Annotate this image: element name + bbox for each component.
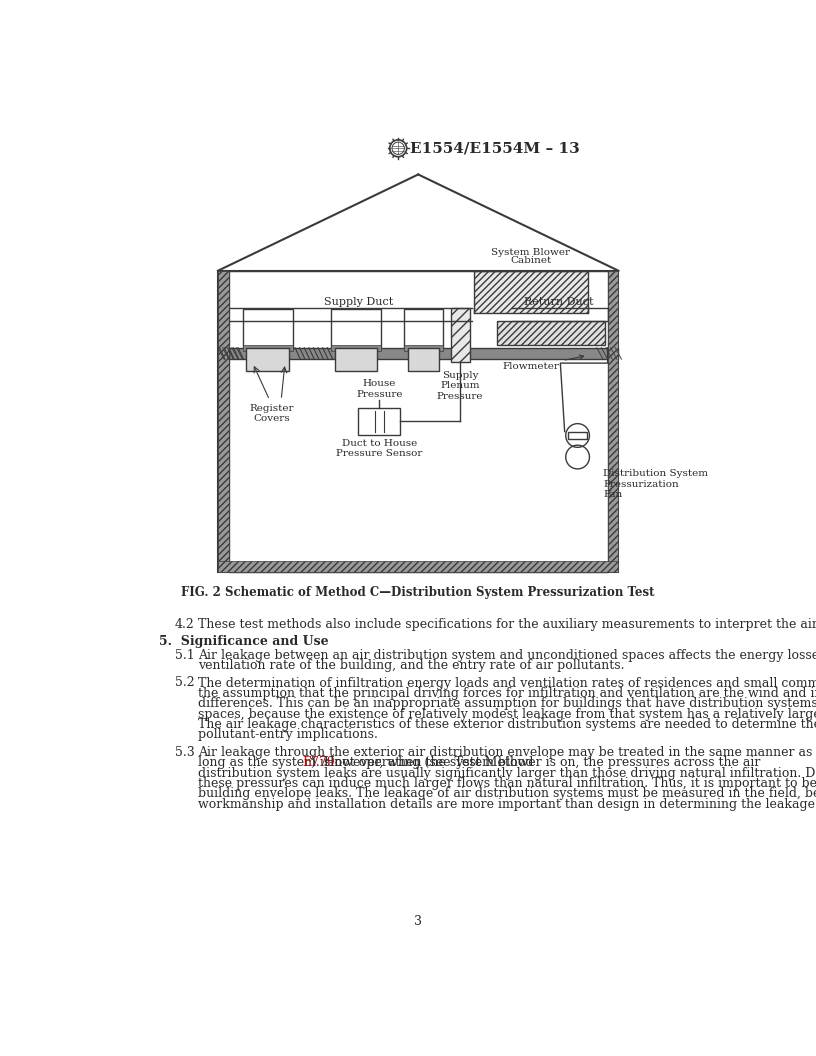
Text: building envelope leaks. The leakage of air distribution systems must be measure: building envelope leaks. The leakage of … [198, 788, 816, 800]
Bar [218, 270, 619, 571]
Bar [242, 344, 293, 351]
Text: Register
Covers: Register Covers [250, 404, 294, 423]
Bar [473, 270, 588, 313]
Text: distribution system leaks are usually significantly larger than those driving na: distribution system leaks are usually si… [198, 767, 816, 779]
Text: Return Duct: Return Duct [524, 298, 593, 307]
Text: 3: 3 [415, 914, 422, 928]
Bar [218, 561, 619, 571]
Text: Duct to House
Pressure Sensor: Duct to House Pressure Sensor [336, 438, 423, 458]
Text: Supply Duct: Supply Duct [323, 298, 392, 307]
Text: The determination of infiltration energy loads and ventilation rates of residenc: The determination of infiltration energy… [198, 677, 816, 690]
Text: pollutant-entry implications.: pollutant-entry implications. [198, 729, 378, 741]
Text: 4.2: 4.2 [175, 618, 195, 631]
Text: 5.2: 5.2 [175, 677, 194, 690]
Text: The air leakage characteristics of these exterior distribution systems are neede: The air leakage characteristics of these… [198, 718, 816, 731]
Text: ). However, when the system blower is on, the pressures across the air: ). However, when the system blower is on… [311, 756, 760, 769]
Text: These test methods also include specifications for the auxiliary measurements to: These test methods also include specific… [198, 618, 816, 631]
Bar [331, 309, 381, 347]
Text: Cabinet: Cabinet [510, 257, 552, 265]
Text: differences. This can be an inappropriate assumption for buildings that have dis: differences. This can be an inappropriat… [198, 697, 816, 711]
Text: workmanship and installation details are more important than design in determini: workmanship and installation details are… [198, 797, 816, 811]
Text: these pressures can induce much larger flows than natural infiltration. Thus, it: these pressures can induce much larger f… [198, 777, 816, 790]
Bar [358, 408, 401, 435]
Bar [497, 321, 605, 345]
Text: Air leakage between an air distribution system and unconditioned spaces affects : Air leakage between an air distribution … [198, 648, 816, 662]
Text: Air leakage through the exterior air distribution envelope may be treated in the: Air leakage through the exterior air dis… [198, 746, 816, 759]
Bar [405, 344, 443, 351]
Text: spaces, because the existence of relatively modest leakage from that system has : spaces, because the existence of relativ… [198, 708, 816, 720]
Bar [242, 309, 293, 347]
Text: Distribution System
Pressurization
Fan: Distribution System Pressurization Fan [603, 469, 708, 499]
Bar [608, 270, 619, 571]
Bar [335, 347, 377, 371]
Text: 5.3: 5.3 [175, 746, 195, 759]
Bar [408, 347, 439, 371]
Bar [218, 347, 619, 359]
Bar [218, 270, 228, 571]
Bar [569, 432, 587, 439]
Text: Supply
Plenum
Pressure: Supply Plenum Pressure [437, 371, 483, 400]
Bar [450, 307, 470, 361]
Bar [246, 347, 289, 371]
Text: FIG. 2 Schematic of Method C—Distribution System Pressurization Test: FIG. 2 Schematic of Method C—Distributio… [181, 586, 655, 599]
Bar [331, 344, 381, 351]
Text: the assumption that the principal driving forces for infiltration and ventilatio: the assumption that the principal drivin… [198, 686, 816, 700]
Bar [405, 309, 443, 347]
Text: System Blower: System Blower [491, 248, 570, 257]
Text: Flowmeter: Flowmeter [503, 355, 583, 372]
Text: E779: E779 [303, 756, 335, 769]
Text: ventilation rate of the building, and the entry rate of air pollutants.: ventilation rate of the building, and th… [198, 659, 624, 673]
Text: long as the system is not operating (see Test Method: long as the system is not operating (see… [198, 756, 538, 769]
Text: House
Pressure: House Pressure [356, 379, 402, 398]
Bar [228, 270, 608, 571]
Text: 5.  Significance and Use: 5. Significance and Use [159, 636, 329, 648]
Text: E1554/E1554M – 13: E1554/E1554M – 13 [410, 142, 580, 155]
Text: 5.1: 5.1 [175, 648, 195, 662]
